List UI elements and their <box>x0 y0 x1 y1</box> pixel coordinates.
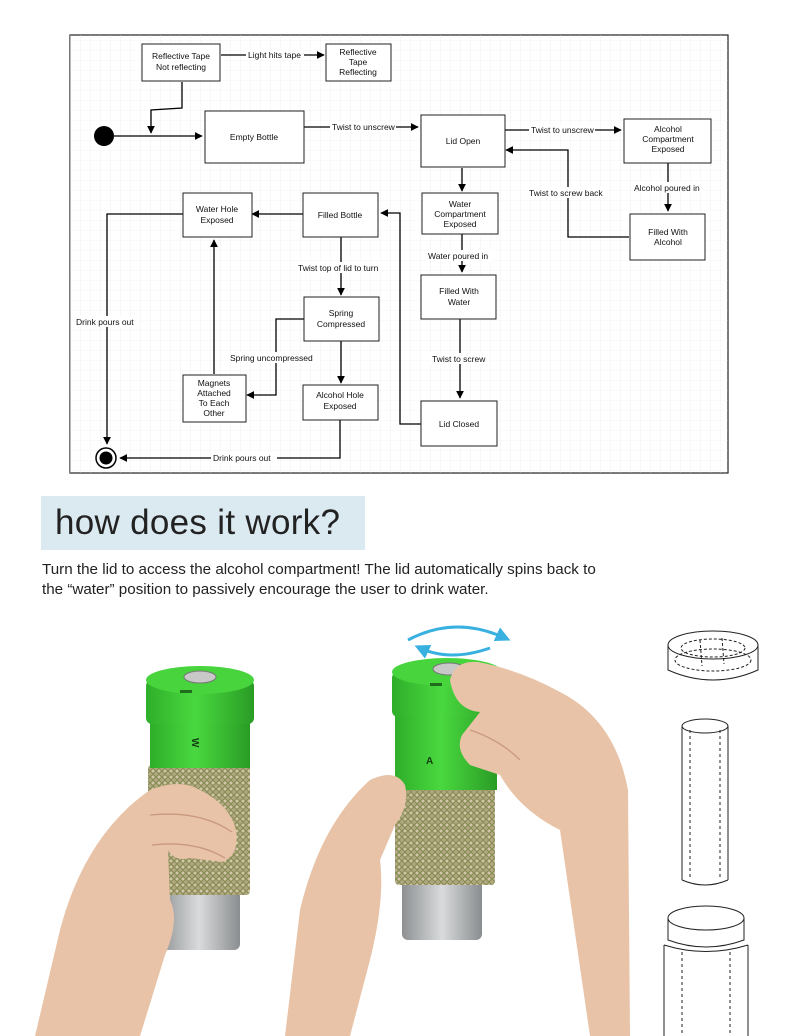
edge-labels: Light hits tape Twist to unscrew Twist t… <box>74 49 703 463</box>
state-filled-alcohol <box>629 213 706 261</box>
label-twist-top: Twist top of lid to turn <box>298 263 379 273</box>
node-label: Water <box>449 199 472 209</box>
node-label: Exposed <box>651 144 684 154</box>
state-lid-closed <box>420 400 498 447</box>
node-label: Filled With <box>439 286 479 296</box>
label-light-hits: Light hits tape <box>248 50 301 60</box>
edge-drink-pours-bottom <box>119 420 341 462</box>
state-reflective-yes <box>325 43 392 82</box>
node-label: Attached <box>197 388 231 398</box>
bottle-base <box>158 890 240 950</box>
node-label: Spring <box>329 308 354 318</box>
label-twist-screw: Twist to screw <box>432 354 486 364</box>
state-diagram: Light hits tape Twist to unscrew Twist t… <box>69 34 729 474</box>
bottle-left: W <box>35 666 254 1036</box>
start-node <box>94 126 114 146</box>
node-label: Alcohol Hole <box>316 390 364 400</box>
bottle-right: A <box>285 625 630 1036</box>
state-reflective-not <box>141 43 221 82</box>
node-label: Lid Open <box>446 136 481 146</box>
node-label: Reflecting <box>339 67 377 77</box>
exploded-view <box>663 630 759 1036</box>
label-alcohol-poured: Alcohol poured in <box>634 183 700 193</box>
node-label: Water Hole <box>196 204 238 214</box>
label-twist-unscrew-1: Twist to unscrew <box>332 122 396 132</box>
node-label: Exposed <box>323 401 356 411</box>
bottle-letter: A <box>426 756 433 767</box>
edge-reflective-to-empty <box>147 82 183 134</box>
label-twist-screw-back: Twist to screw back <box>529 188 603 198</box>
product-illustration: W A <box>35 625 759 1036</box>
label-drink-pours-bottom: Drink pours out <box>213 453 271 463</box>
rotate-arrow-icon <box>407 625 511 642</box>
node-label: Compartment <box>434 209 486 219</box>
node-label: Filled Bottle <box>318 210 363 220</box>
hand-left <box>35 784 237 1036</box>
node-label: Water <box>448 297 471 307</box>
label-drink-pours-left: Drink pours out <box>76 317 134 327</box>
state-empty-bottle <box>204 110 305 164</box>
node-label: Tape <box>349 57 368 67</box>
state-alcohol-compartment <box>623 118 712 164</box>
node-label: Filled With <box>648 227 688 237</box>
label-twist-unscrew-2: Twist to unscrew <box>531 125 595 135</box>
node-label: Compressed <box>317 319 365 329</box>
state-alcohol-hole <box>302 384 379 421</box>
node-label: Alcohol <box>654 237 682 247</box>
heading-background <box>41 496 365 550</box>
edge-closed-to-filled <box>380 209 421 425</box>
node-label: Magnets <box>198 378 231 388</box>
hand-right-upper <box>450 661 630 1036</box>
node-label: Other <box>203 408 224 418</box>
edge-drink-pours-left <box>103 213 183 445</box>
state-filled-water <box>420 274 497 320</box>
state-filled-bottle <box>302 192 379 238</box>
bottle-letter: W <box>189 738 200 748</box>
state-water-hole <box>182 192 253 238</box>
state-spring <box>303 296 380 342</box>
node-label: Reflective Tape <box>152 51 210 61</box>
state-lid-open <box>420 114 506 168</box>
node-label: Exposed <box>200 215 233 225</box>
label-water-poured: Water poured in <box>428 251 488 261</box>
hand-right-lower <box>285 775 407 1036</box>
node-label: Lid Closed <box>439 419 479 429</box>
node-label: Alcohol <box>654 124 682 134</box>
node-label: Reflective <box>339 47 377 57</box>
state-magnets <box>182 374 247 423</box>
node-label: Empty Bottle <box>230 132 278 142</box>
section-heading: how does it work? <box>55 503 341 542</box>
node-label: Not reflecting <box>156 62 206 72</box>
section-description: Turn the lid to access the alcohol compa… <box>42 561 596 598</box>
node-label: To Each <box>199 398 230 408</box>
lid-magnet <box>183 670 217 684</box>
label-spring-uncompressed: Spring uncompressed <box>230 353 313 363</box>
node-label: Compartment <box>642 134 694 144</box>
state-water-compartment <box>421 192 499 235</box>
node-label: Exposed <box>443 219 476 229</box>
